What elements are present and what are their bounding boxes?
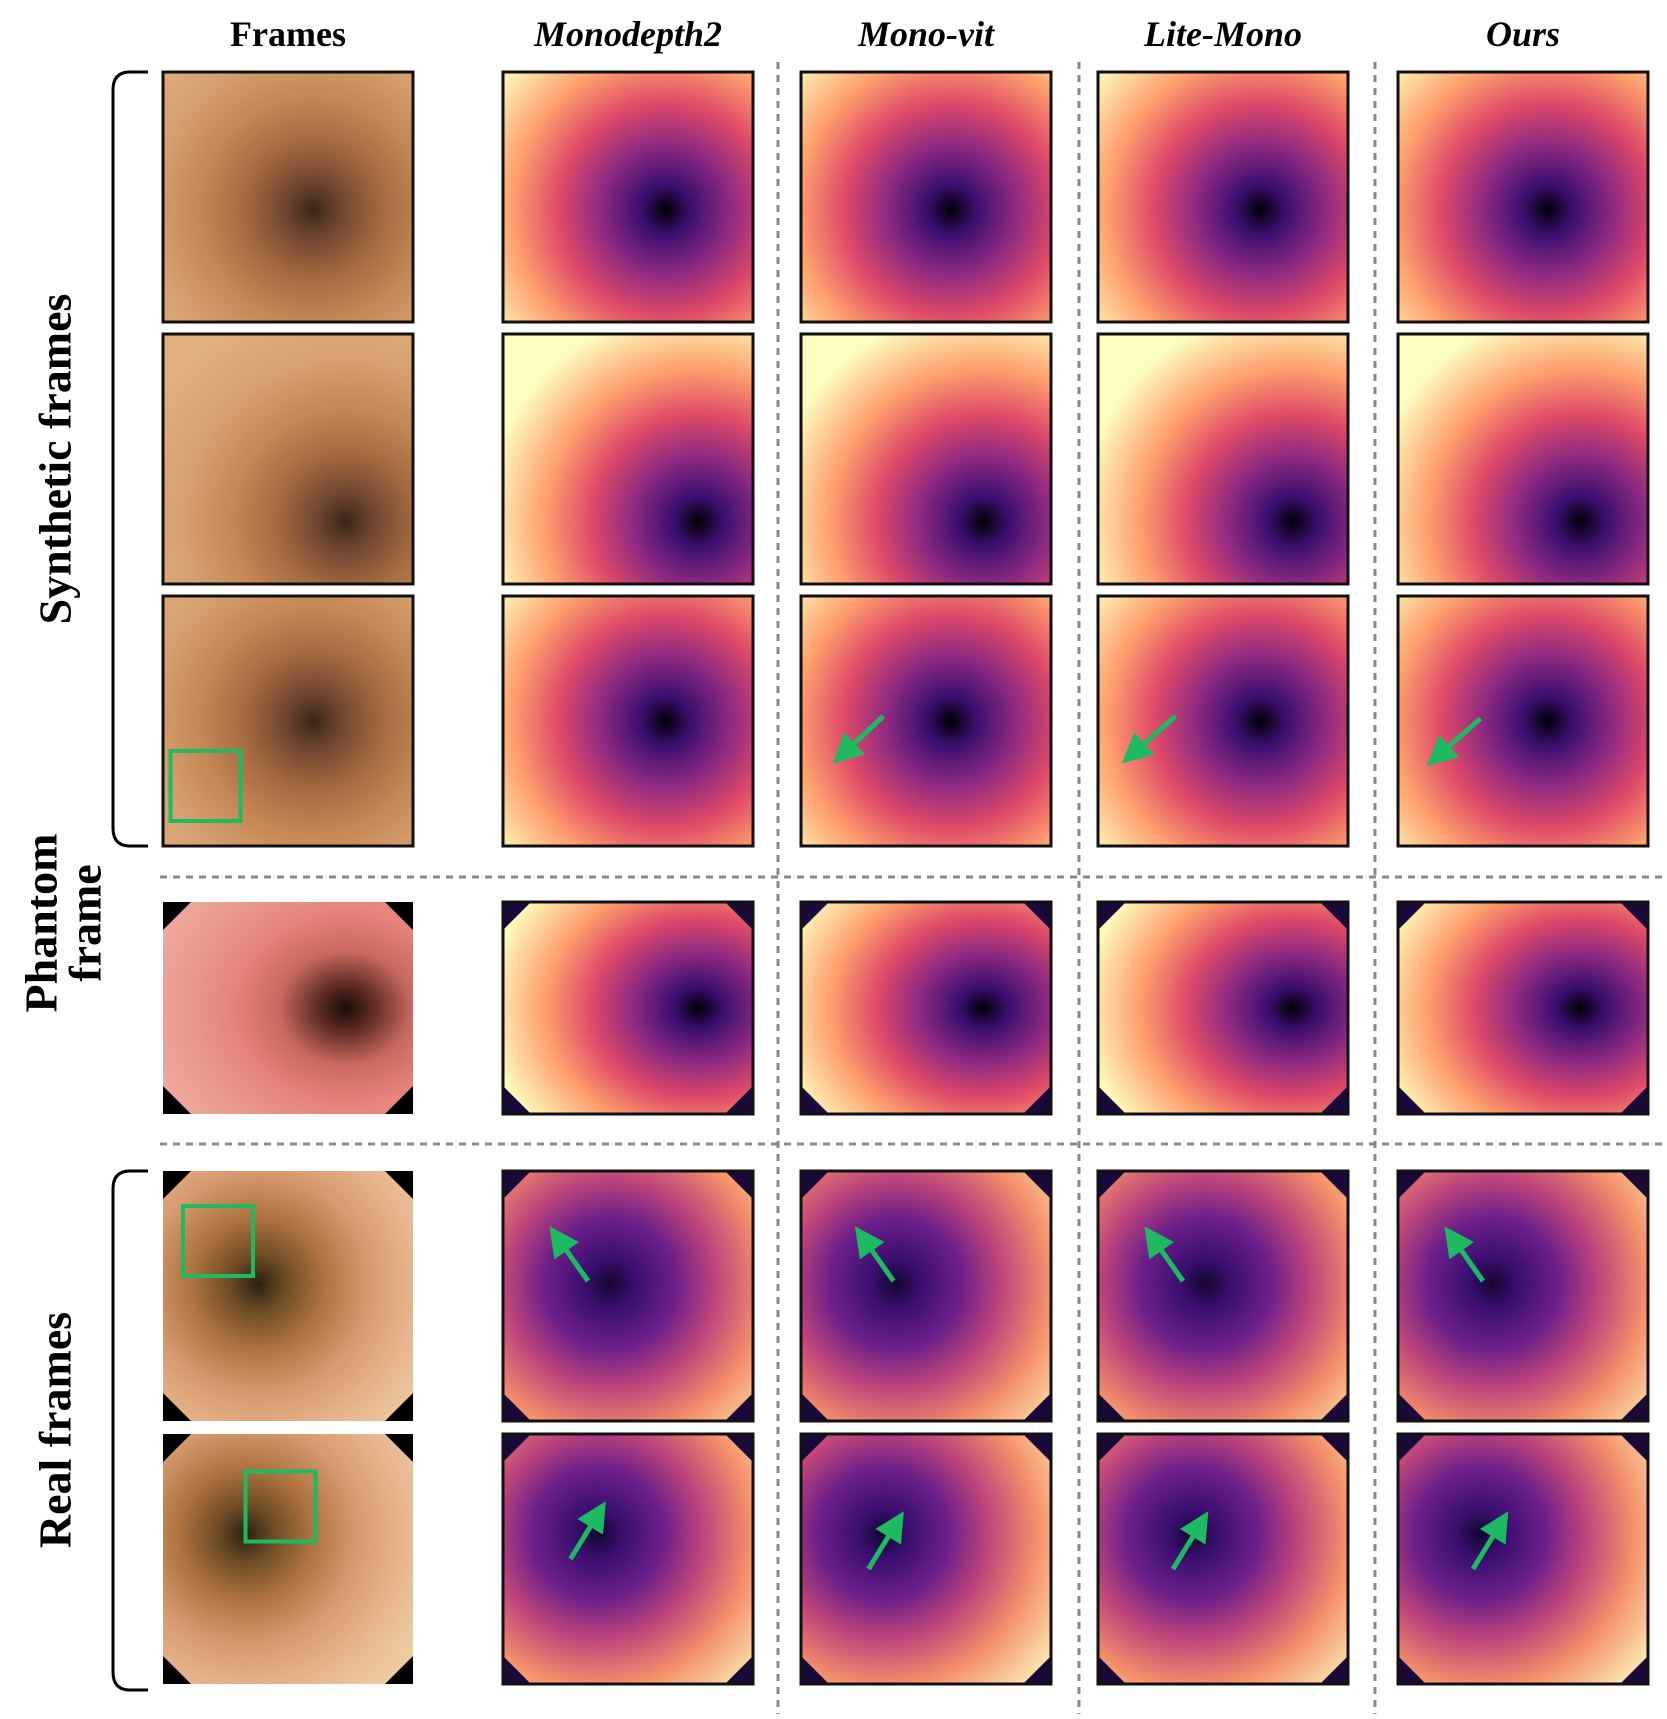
- image: [163, 1434, 413, 1684]
- image-border: [799, 332, 1053, 586]
- bracket: [111, 1169, 148, 1692]
- image-border: [501, 332, 755, 586]
- row-group-label: frame: [60, 864, 111, 981]
- image-border: [799, 594, 1053, 848]
- column-header: Frames: [230, 14, 346, 54]
- image: [1098, 1171, 1348, 1421]
- image: [1098, 902, 1348, 1114]
- image-border: [501, 1432, 755, 1686]
- image-border: [1096, 900, 1350, 1116]
- image-border: [799, 70, 1053, 324]
- highlight-box: [243, 1469, 318, 1544]
- image-border: [799, 1432, 1053, 1686]
- image: [503, 596, 753, 846]
- image: [1398, 334, 1648, 584]
- arrow: [1121, 714, 1178, 764]
- arrow: [832, 714, 886, 764]
- image: [503, 1434, 753, 1684]
- image: [1398, 72, 1648, 322]
- column-header: Ours: [1486, 14, 1560, 54]
- image: [503, 1171, 753, 1421]
- image-border: [1396, 900, 1650, 1116]
- image-border: [1096, 70, 1350, 324]
- image: [801, 334, 1051, 584]
- image: [163, 334, 413, 584]
- image-border: [1396, 594, 1650, 848]
- arrow: [1444, 1226, 1486, 1283]
- highlight-box: [168, 749, 243, 823]
- image-border: [1396, 332, 1650, 586]
- image-border: [1096, 594, 1350, 848]
- image: [1398, 1171, 1648, 1421]
- image: [163, 1171, 413, 1421]
- image-border: [1396, 1169, 1650, 1423]
- image: [503, 902, 753, 1114]
- image-border: [501, 594, 755, 848]
- image-border: [161, 594, 415, 848]
- row-group-label: Real frames: [30, 1312, 81, 1548]
- image-border: [501, 70, 755, 324]
- arrow: [549, 1226, 591, 1283]
- image-border: [1096, 332, 1350, 586]
- column-header: Monodepth2: [533, 14, 722, 54]
- row-group-label: Synthetic frames: [30, 294, 81, 625]
- image-border: [161, 70, 415, 324]
- image-border: [799, 900, 1053, 1116]
- image: [1098, 1434, 1348, 1684]
- image: [801, 72, 1051, 322]
- image: [801, 902, 1051, 1114]
- image: [503, 334, 753, 584]
- arrow: [854, 1226, 896, 1283]
- image: [503, 72, 753, 322]
- image: [1398, 902, 1648, 1114]
- image-border: [501, 900, 755, 1116]
- arrow: [1426, 716, 1483, 766]
- image-border: [1096, 1169, 1350, 1423]
- image: [1398, 596, 1648, 846]
- column-header: Mono-vit: [857, 14, 995, 54]
- image-border: [501, 1169, 755, 1423]
- image: [801, 596, 1051, 846]
- image: [1098, 596, 1348, 846]
- arrow: [1144, 1226, 1186, 1283]
- image: [1098, 72, 1348, 322]
- row-group-label: Phantom: [16, 834, 67, 1013]
- arrow: [568, 1501, 606, 1561]
- bracket: [111, 70, 148, 848]
- image-border: [1096, 1432, 1350, 1686]
- image: [1098, 334, 1348, 584]
- image: [163, 902, 413, 1114]
- image: [801, 1434, 1051, 1684]
- image: [163, 596, 413, 846]
- image-border: [161, 332, 415, 586]
- arrow: [1470, 1511, 1509, 1571]
- image-border: [1396, 70, 1650, 324]
- image-border: [1396, 1432, 1650, 1686]
- column-header: Lite-Mono: [1143, 14, 1302, 54]
- image: [801, 1171, 1051, 1421]
- highlight-box: [181, 1204, 255, 1278]
- image: [163, 72, 413, 322]
- arrow: [866, 1511, 904, 1571]
- image: [1398, 1434, 1648, 1684]
- arrow: [1170, 1511, 1209, 1571]
- image-border: [799, 1169, 1053, 1423]
